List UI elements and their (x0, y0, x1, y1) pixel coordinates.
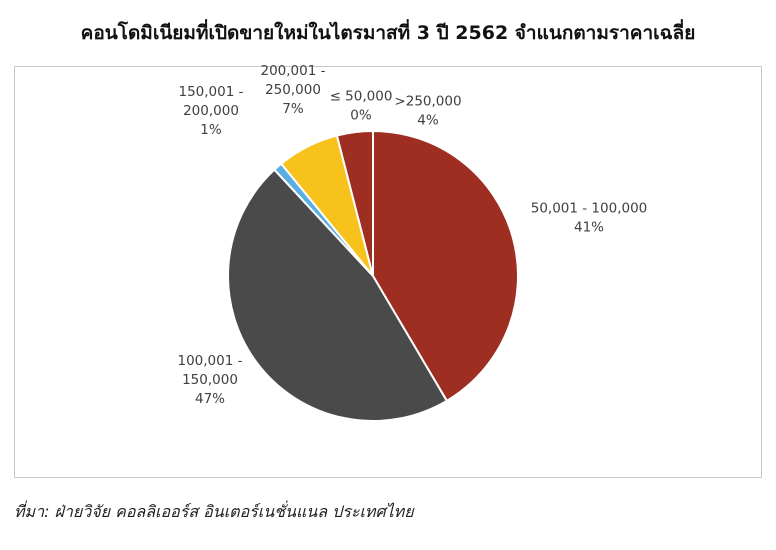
slice-percent-label-3: 1% (200, 122, 222, 138)
pie-slice-1 (372, 129, 519, 403)
slice-category-label-6: >250,000 (394, 94, 461, 110)
slice-category-label-3: 200,000 (183, 103, 239, 119)
slice-percent-label-2: 47% (195, 391, 225, 407)
slice-category-label-3: 150,001 - (179, 84, 244, 100)
slice-percent-label-6: 4% (417, 113, 439, 129)
slice-category-label-1: 50,001 - 100,000 (531, 201, 648, 217)
slice-percent-label-4: 7% (282, 101, 304, 117)
slice-category-label-4: 250,000 (265, 82, 321, 98)
slice-category-label-2: 100,001 - (178, 353, 243, 369)
slice-percent-label-5: 0% (350, 108, 372, 124)
slice-category-label-5: ≤ 50,000 (330, 89, 393, 105)
pie-slice-6 (335, 129, 374, 277)
chart-title: คอนโดมิเนียมที่เปิดขายใหม่ในไตรมาสที่ 3 … (80, 22, 696, 44)
slice-category-label-2: 150,000 (182, 372, 238, 388)
slice-percent-label-1: 41% (574, 220, 604, 236)
pie-slice-2 (227, 168, 449, 422)
source-note: ที่มา: ฝ่ายวิจัย คอลลิเออร์ส อินเตอร์เนช… (14, 502, 414, 521)
slice-category-label-4: 200,001 - (261, 63, 326, 79)
